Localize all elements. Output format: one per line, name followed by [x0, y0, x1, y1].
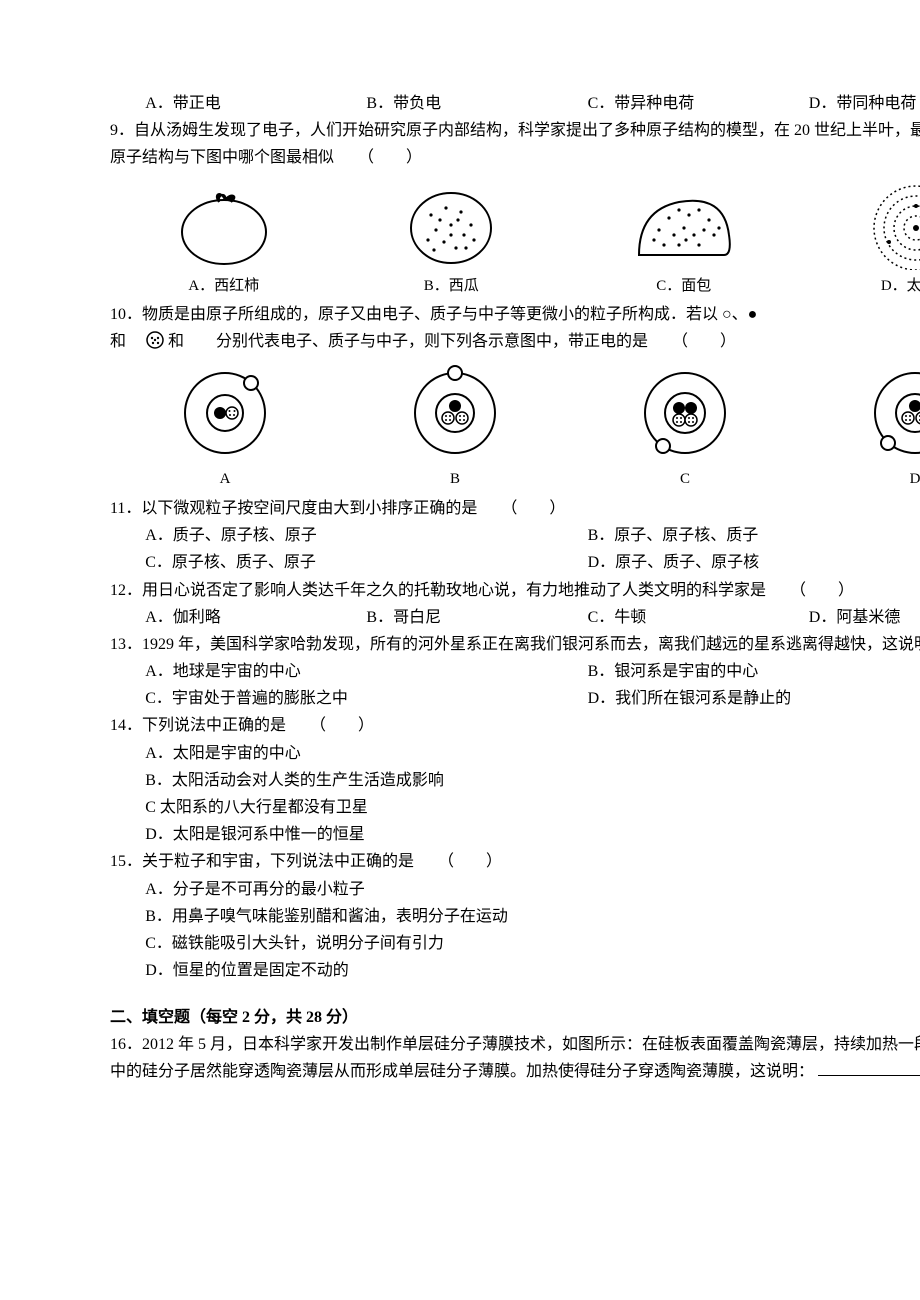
q9-fig-b-caption: B．西瓜	[396, 274, 506, 300]
q11-options: A．质子、原子核、原子 B．原子、原子核、质子 C．原子核、质子、原子 D．原子…	[110, 522, 920, 576]
q16-part1: 16．2012 年 5 月，日本科学家开发出制作单层硅分子薄膜技术，如图所示：在…	[110, 1036, 920, 1080]
q12-options: A．伽利略 B．哥白尼 C．牛顿 D．阿基米德	[110, 604, 920, 631]
q15-opt-d: D．恒星的位置是固定不动的	[145, 957, 920, 984]
q16-text: 16．2012 年 5 月，日本科学家开发出制作单层硅分子薄膜技术，如图所示：在…	[110, 1031, 920, 1085]
q10-fig-b-label: B	[395, 467, 515, 493]
q10-stem-line1: 10．物质是由原子所组成的，原子又由电子、质子与中子等更微小的粒子所构成．若以 …	[110, 301, 920, 328]
q10-fig-b: B	[395, 363, 515, 493]
q10-fig-a: A	[165, 363, 285, 493]
q8-opt-c: C．带异种电荷	[588, 90, 809, 117]
q8-options: A．带正电 B．带负电 C．带异种电荷 D．带同种电荷	[110, 90, 920, 117]
q8-opt-b: B．带负电	[366, 90, 587, 117]
bread-icon	[624, 180, 744, 270]
atom-c-icon	[625, 363, 745, 463]
q11-stem: 11．以下微观粒子按空间尺度由大到小排序正确的是 （ ）	[110, 495, 920, 522]
q13-opt-a: A．地球是宇宙的中心	[145, 658, 587, 685]
section2-title: 二、填空题（每空 2 分，共 28 分）	[110, 1004, 920, 1031]
solar-system-icon	[861, 180, 920, 270]
tomato-icon	[169, 180, 279, 270]
q13-opt-c: C．宇宙处于普遍的膨胀之中	[145, 685, 587, 712]
q12-opt-a: A．伽利略	[145, 604, 366, 631]
q12-opt-c: C．牛顿	[588, 604, 809, 631]
q11-opt-d: D．原子、质子、原子核	[588, 549, 920, 576]
q15-opt-a: A．分子是不可再分的最小粒子	[145, 876, 920, 903]
q10-stem-line2-text: 和 分别代表电子、质子与中子，则下列各示意图中，带正电的是 （ ）	[168, 333, 736, 350]
q8-opt-a: A．带正电	[145, 90, 366, 117]
q13-opt-d: D．我们所在银河系是静止的	[588, 685, 920, 712]
q15-opt-c: C．磁铁能吸引大头针，说明分子间有引力	[145, 930, 920, 957]
q9-stem: 9．自从汤姆生发现了电子，人们开始研究原子内部结构，科学家提出了多种原子结构的模…	[110, 117, 920, 171]
q15-opt-b: B．用鼻子嗅气味能鉴别醋和酱油，表明分子在运动	[145, 903, 920, 930]
q14-opt-c: C 太阳系的八大行星都没有卫星	[145, 794, 920, 821]
q10-fig-d: D	[855, 363, 920, 493]
q11-opt-a: A．质子、原子核、原子	[145, 522, 587, 549]
q10-stem-line2: 和 和 分别代表电子、质子与中子，则下列各示意图中，带正电的是 （ ）	[110, 328, 920, 355]
q10-figures: A B C	[110, 363, 920, 493]
neutron-legend-icon	[146, 331, 164, 349]
q9-fig-d-caption: D．太阳系	[861, 274, 920, 300]
q12-opt-b: B．哥白尼	[366, 604, 587, 631]
q11-opt-c: C．原子核、质子、原子	[145, 549, 587, 576]
q9-fig-a-caption: A．西红柿	[169, 274, 279, 300]
q10-stem-line2-pre: 和	[110, 333, 142, 350]
atom-b-icon	[395, 363, 515, 463]
q16-blank	[818, 1059, 920, 1076]
q10-fig-c: C	[625, 363, 745, 493]
atom-a-icon	[165, 363, 285, 463]
q8-opt-d: D．带同种电荷	[809, 90, 920, 117]
atom-d-icon	[855, 363, 920, 463]
q14-stem: 14．下列说法中正确的是 （ ）	[110, 712, 920, 739]
q13-opt-b: B．银河系是宇宙的中心	[588, 658, 920, 685]
q14-opt-b: B．太阳活动会对人类的生产生活造成影响	[145, 767, 920, 794]
q9-fig-a: A．西红柿	[169, 180, 279, 300]
q14-options: A．太阳是宇宙的中心 B．太阳活动会对人类的生产生活造成影响 C 太阳系的八大行…	[110, 740, 920, 849]
q9-fig-b: B．西瓜	[396, 180, 506, 300]
q13-options: A．地球是宇宙的中心 B．银河系是宇宙的中心 C．宇宙处于普遍的膨胀之中 D．我…	[110, 658, 920, 712]
watermelon-icon	[396, 180, 506, 270]
q14-opt-a: A．太阳是宇宙的中心	[145, 740, 920, 767]
q9-fig-c: C．面包	[624, 180, 744, 300]
q13-stem: 13．1929 年，美国科学家哈勃发现，所有的河外星系正在离我们银河系而去，离我…	[110, 631, 920, 658]
q10-fig-c-label: C	[625, 467, 745, 493]
q11-opt-b: B．原子、原子核、质子	[588, 522, 920, 549]
q10-fig-d-label: D	[855, 467, 920, 493]
q14-opt-d: D．太阳是银河系中惟一的恒星	[145, 821, 920, 848]
q12-opt-d: D．阿基米德	[809, 604, 920, 631]
q9-fig-c-caption: C．面包	[624, 274, 744, 300]
q10-fig-a-label: A	[165, 467, 285, 493]
q15-stem: 15．关于粒子和宇宙，下列说法中正确的是 （ ）	[110, 848, 920, 875]
q9-figures: A．西红柿 B．西瓜	[110, 180, 920, 300]
q9-fig-d: D．太阳系	[861, 180, 920, 300]
q15-options: A．分子是不可再分的最小粒子 B．用鼻子嗅气味能鉴别醋和酱油，表明分子在运动 C…	[110, 876, 920, 985]
q12-stem: 12．用日心说否定了影响人类达千年之久的托勒玫地心说，有力地推动了人类文明的科学…	[110, 577, 920, 604]
